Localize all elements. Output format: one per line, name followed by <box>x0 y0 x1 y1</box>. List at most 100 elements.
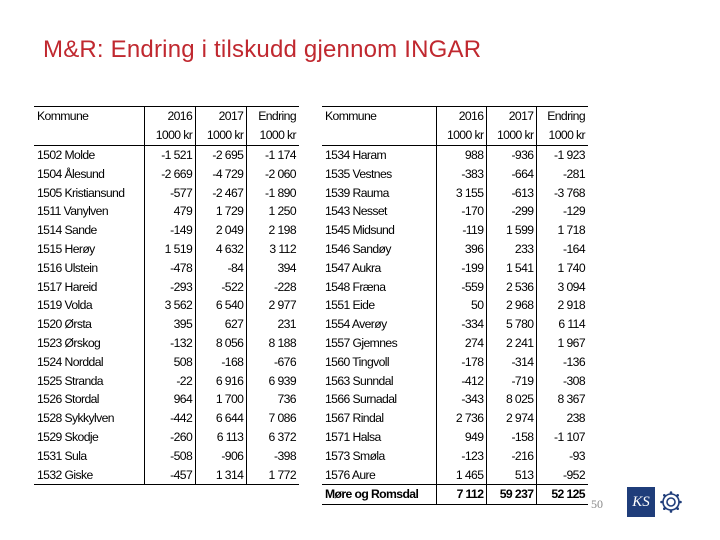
cell-2017: 2 974 <box>486 408 537 428</box>
unit-kommune <box>34 125 145 146</box>
table-row: 1520 Ørsta 395 627 231 <box>34 314 299 334</box>
cell-kommune: 1502 Molde <box>37 147 95 162</box>
cell-2016: 988 <box>436 145 487 165</box>
total-row: Møre og Romsdal 7 112 59 237 52 125 <box>322 483 588 505</box>
cell-endring: 6 114 <box>536 314 588 334</box>
cell-endring: -398 <box>246 446 299 466</box>
cell-2017: -84 <box>195 258 247 278</box>
cell-2017: -936 <box>486 145 537 165</box>
header-endring: Endring <box>536 105 588 126</box>
unit-endring: 1000 kr <box>536 125 588 146</box>
table-row: 1517 Hareid -293 -522 -228 <box>34 277 299 296</box>
cell-2016: -123 <box>436 446 487 466</box>
cell-2016: -170 <box>436 201 487 221</box>
cell-2017: 8 056 <box>195 333 247 353</box>
cell-endring: -1 174 <box>246 145 299 165</box>
table-row: 1516 Ulstein -478 -84 394 <box>34 258 299 278</box>
cell-2016: -508 <box>144 446 196 466</box>
cell-2016: -383 <box>436 164 487 184</box>
cell-kommune: 1554 Averøy <box>325 317 387 332</box>
table-row: 1532 Giske -457 1 314 1 772 <box>34 465 299 485</box>
table-row: 1514 Sande -149 2 049 2 198 <box>34 220 299 240</box>
cell-kommune: 1546 Sandøy <box>325 241 392 256</box>
cell-2017: -314 <box>486 352 537 372</box>
unit-endring: 1000 kr <box>246 125 299 146</box>
cell-2016: 1 465 <box>436 465 487 485</box>
slide-title: M&R: Endring i tilskudd gjennom INGAR <box>43 36 482 63</box>
cell-2017: 4 632 <box>195 239 247 259</box>
cell-endring: -2 060 <box>246 164 299 184</box>
cell-2016: -293 <box>144 277 196 296</box>
table-row: 1505 Kristiansund -577 -2 467 -1 890 <box>34 183 299 202</box>
header-kommune: Kommune <box>34 105 145 126</box>
cell-endring: -676 <box>246 352 299 372</box>
cell-2016: -132 <box>144 333 196 353</box>
cell-2016: -577 <box>144 183 196 202</box>
table-row: 1502 Molde -1 521 -2 695 -1 174 <box>34 145 299 165</box>
slide-number: 50 <box>591 497 603 511</box>
cell-2017: -158 <box>486 427 537 447</box>
table-row: 1548 Fræna -559 2 536 3 094 <box>322 277 588 296</box>
cell-endring: 6 372 <box>246 427 299 447</box>
municipality-table-right: Kommune 2016 2017 Endring 1000 kr 1000 k… <box>322 105 588 505</box>
cell-2017: -613 <box>486 183 537 202</box>
cell-endring: -129 <box>536 201 588 221</box>
cell-endring: 231 <box>246 314 299 334</box>
cell-2016: 396 <box>436 239 487 259</box>
cell-kommune: 1504 Ålesund <box>37 166 105 181</box>
table-row: 1519 Volda 3 562 6 540 2 977 <box>34 295 299 315</box>
table-row: 1547 Aukra -199 1 541 1 740 <box>322 258 588 278</box>
cell-endring: -136 <box>536 352 588 372</box>
header-2016: 2016 <box>436 105 487 126</box>
cell-2016: 2 736 <box>436 408 487 428</box>
cell-2017: 8 025 <box>486 389 537 409</box>
cell-2016: 395 <box>144 314 196 334</box>
unit-2016: 1000 kr <box>436 125 487 146</box>
cell-kommune: 1557 Gjemnes <box>325 335 398 350</box>
cell-2017: -664 <box>486 164 537 184</box>
cell-2017: -2 695 <box>195 145 247 165</box>
cell-kommune: 1520 Ørsta <box>37 317 92 332</box>
cell-endring: 1 718 <box>536 220 588 240</box>
cell-kommune: 1534 Haram <box>325 147 387 162</box>
header-2017: 2017 <box>195 105 247 126</box>
table-row: 1576 Aure 1 465 513 -952 <box>322 465 588 485</box>
cell-endring: -3 768 <box>536 183 588 202</box>
table-row: 1573 Smøla -123 -216 -93 <box>322 446 588 466</box>
table-row: 1567 Rindal 2 736 2 974 238 <box>322 408 588 428</box>
cell-kommune: 1571 Halsa <box>325 429 381 444</box>
table-row: 1560 Tingvoll -178 -314 -136 <box>322 352 588 372</box>
cell-2016: -478 <box>144 258 196 278</box>
cell-kommune: 1573 Smøla <box>325 448 385 463</box>
cell-endring: 1 967 <box>536 333 588 353</box>
cell-kommune: 1567 Rindal <box>325 411 384 426</box>
cell-kommune: 1531 Sula <box>37 448 87 463</box>
cell-2016: 949 <box>436 427 487 447</box>
cell-endring: 7 086 <box>246 408 299 428</box>
cell-2016: -457 <box>144 465 196 485</box>
table-row: 1563 Sunndal -412 -719 -308 <box>322 371 588 390</box>
cell-endring: 6 939 <box>246 371 299 390</box>
cell-kommune: 1519 Volda <box>37 298 93 313</box>
cell-2017: 6 644 <box>195 408 247 428</box>
cell-2017: -2 467 <box>195 183 247 202</box>
table-row: 1571 Halsa 949 -158 -1 107 <box>322 427 588 447</box>
cell-2016: -119 <box>436 220 487 240</box>
cell-2016: -149 <box>144 220 196 240</box>
cell-kommune: 1529 Skodje <box>37 429 99 444</box>
cell-2016: 7 112 <box>436 483 487 505</box>
ks-logo: KS <box>627 485 687 519</box>
cell-2016: -412 <box>436 371 487 390</box>
cell-2017: -522 <box>195 277 247 296</box>
cell-2017: -168 <box>195 352 247 372</box>
table-row: 1534 Haram 988 -936 -1 923 <box>322 145 588 165</box>
unit-kommune <box>322 125 437 146</box>
table-row: 1525 Stranda -22 6 916 6 939 <box>34 371 299 390</box>
cell-2016: 3 562 <box>144 295 196 315</box>
cell-endring: -952 <box>536 465 588 485</box>
ks-logo-mark: KS <box>627 487 655 517</box>
cell-kommune: 1514 Sande <box>37 223 97 238</box>
cell-endring: 2 977 <box>246 295 299 315</box>
cell-2017: 627 <box>195 314 247 334</box>
cell-kommune: 1516 Ulstein <box>37 260 98 275</box>
